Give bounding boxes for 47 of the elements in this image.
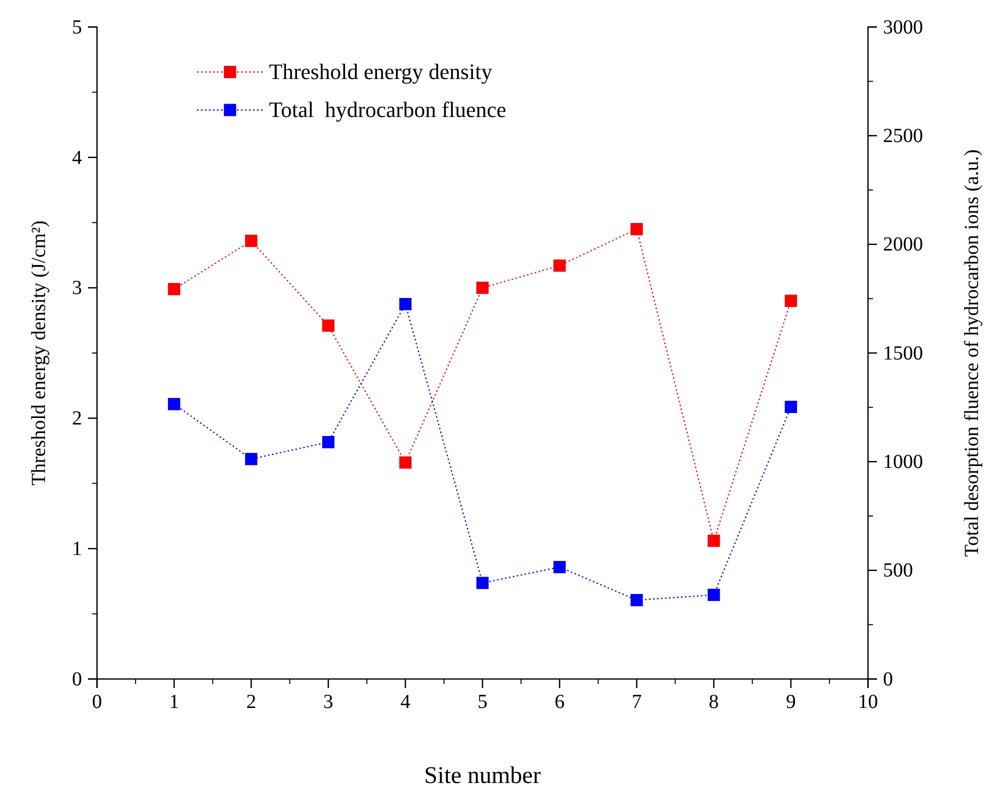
legend-label: Threshold energy density [269,59,492,84]
y-tick-label: 5 [72,16,82,38]
x-tick-label: 6 [554,691,565,714]
x-tick-label: 1 [169,691,180,714]
y2-tick-label: 1500 [883,342,923,364]
y2-tick-label: 2000 [883,234,923,256]
x-tick-label: 0 [92,691,102,714]
point [476,282,489,294]
point [708,588,720,602]
point [708,534,720,547]
x-tick-label: 9 [786,691,796,714]
point [553,560,566,574]
y-tick-label: 3 [72,277,82,300]
point [476,576,489,590]
point [245,234,258,247]
x-tick-label: 5 [478,691,488,714]
x-tick-label: 4 [400,691,410,714]
y2-tick-label: 2500 [883,125,923,148]
x-tick-label: 10 [858,691,878,714]
legend-label: Total hydrocarbon fluence [269,97,506,122]
x-axis-title: Site number [424,763,541,789]
point [784,294,798,307]
point [553,260,566,272]
y-tick-label: 4 [72,146,82,169]
y-axis-title: Threshold energy density (J/cm²) [28,220,50,486]
point [630,594,643,606]
y2-tick-label: 3000 [883,16,923,38]
point [322,436,334,448]
point [168,282,180,296]
y-tick-label: 0 [72,668,82,690]
x-tick-label: 7 [632,691,642,714]
point [630,222,643,236]
y-tick-label: 2 [72,408,82,430]
y2-axis-title: Total desorption fluence of hydrocarbon ions (a.u.) [961,149,983,557]
y-tick-label: 1 [72,538,82,560]
point [399,298,412,310]
y2-tick-label: 500 [883,560,913,582]
point [784,400,798,414]
x-tick-label: 3 [323,691,334,714]
x-tick-label: 2 [246,691,256,714]
point [168,398,180,410]
point [399,456,412,469]
y2-tick-label: 0 [883,668,893,690]
point [322,319,334,332]
point [245,452,258,466]
y2-tick-label: 1000 [883,451,923,474]
x-tick-label: 8 [708,691,719,714]
